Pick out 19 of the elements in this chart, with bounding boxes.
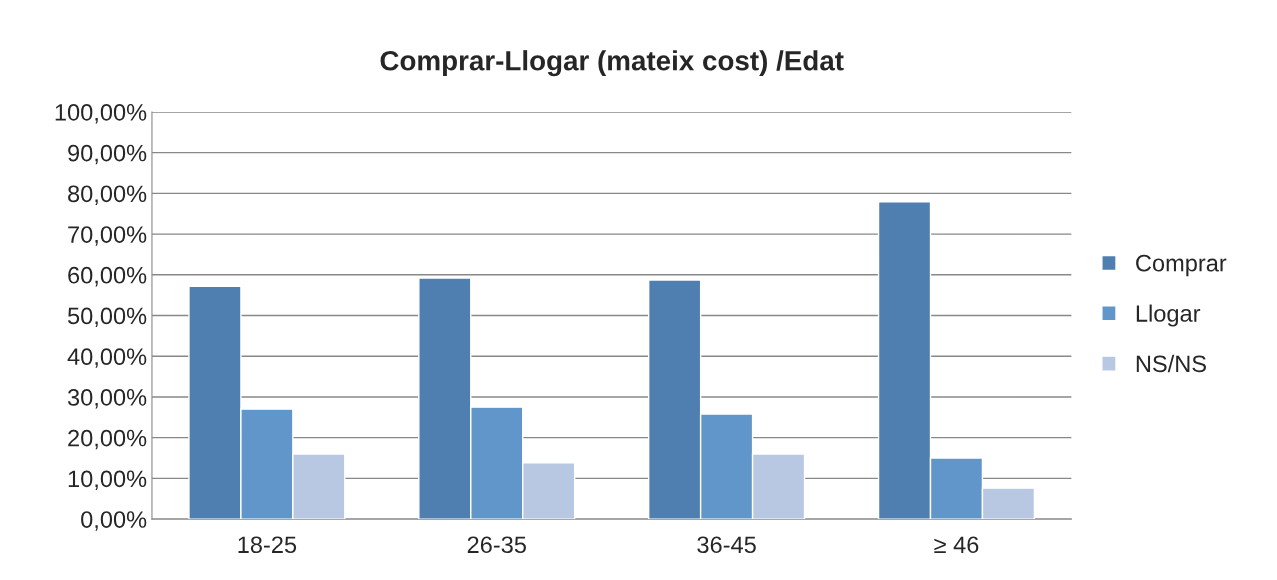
y-tick-label: 70,00%	[68, 226, 147, 246]
y-tick-label: 50,00%	[67, 307, 147, 328]
y-tick-label: 0,00%	[81, 511, 147, 531]
y-tick-label: 10,00%	[68, 470, 147, 490]
x-tick-label: ≥ 46	[934, 536, 979, 554]
x-tick-label: 18-25	[238, 536, 297, 554]
y-tick-label: 20,00%	[68, 429, 147, 450]
x-tick-label: 36-45	[697, 536, 756, 554]
x-tick-label: 26-35	[467, 536, 526, 554]
y-tick-label: 60,00%	[68, 266, 147, 287]
legend-label: NS/NS	[1136, 354, 1206, 373]
y-tick-label: 80,00%	[68, 185, 147, 205]
y-tick-label: 40,00%	[67, 348, 147, 368]
y-tick-label: 100,00%	[55, 104, 147, 124]
legend-label: Llogar	[1136, 304, 1201, 327]
chart-title: Comprar-Llogar (mateix cost) /Edat	[380, 50, 844, 77]
y-tick-label: 90,00%	[68, 144, 147, 165]
y-tick-label: 30,00%	[67, 389, 147, 409]
legend-label: Comprar	[1136, 254, 1227, 277]
